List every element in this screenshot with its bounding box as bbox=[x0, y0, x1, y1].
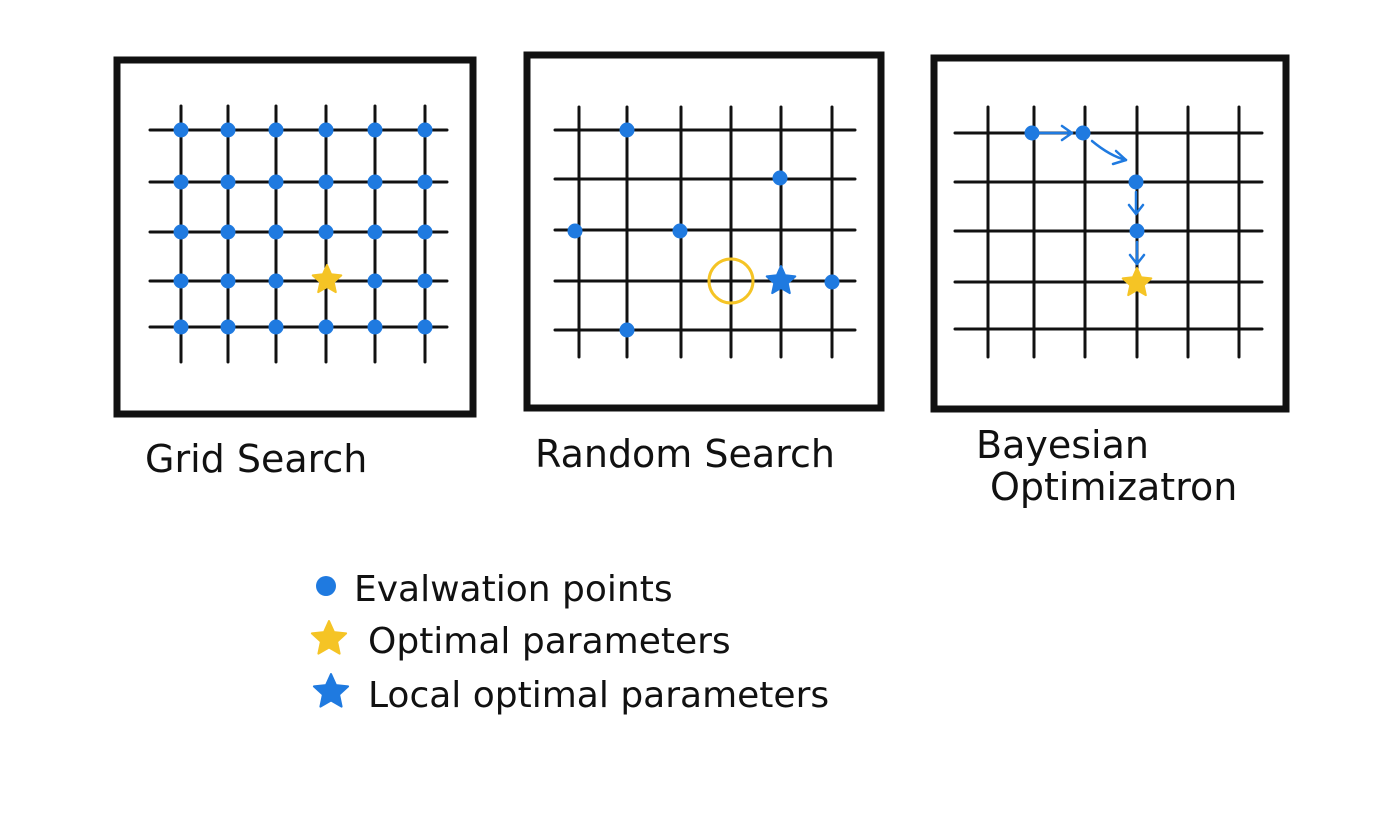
optimal-parameters-star bbox=[311, 264, 343, 294]
evaluation-point bbox=[1128, 174, 1144, 190]
evaluation-point bbox=[173, 174, 189, 190]
evaluation-point bbox=[220, 319, 236, 335]
bayesian-optimization-frame bbox=[930, 54, 1290, 413]
evaluation-point bbox=[772, 170, 788, 186]
evaluation-point bbox=[367, 273, 383, 289]
random-search-frame bbox=[523, 51, 885, 412]
evaluation-point bbox=[619, 322, 635, 338]
evaluation-point bbox=[417, 273, 433, 289]
evaluation-point bbox=[173, 273, 189, 289]
bayesian-optimization-panel bbox=[930, 54, 1290, 413]
evaluation-point bbox=[1129, 223, 1145, 239]
path-arrow-shaft bbox=[1090, 139, 1128, 162]
grid-search-frame bbox=[113, 56, 477, 418]
evaluation-point bbox=[367, 174, 383, 190]
path-arrow-head bbox=[1060, 124, 1074, 142]
legend-local-optimal-star bbox=[312, 673, 350, 708]
evaluation-point bbox=[220, 122, 236, 138]
evaluation-point bbox=[268, 122, 284, 138]
evaluation-point bbox=[318, 174, 334, 190]
evaluation-point bbox=[417, 319, 433, 335]
evaluation-point bbox=[268, 224, 284, 240]
evaluation-point bbox=[567, 223, 583, 239]
evaluation-point bbox=[173, 122, 189, 138]
evaluation-point bbox=[268, 174, 284, 190]
legend-label: Optimal parameters bbox=[368, 621, 731, 662]
path-arrow-head bbox=[1111, 149, 1128, 166]
evaluation-point bbox=[619, 122, 635, 138]
evaluation-point bbox=[173, 319, 189, 335]
evaluation-point bbox=[318, 319, 334, 335]
bayesian-optimization-title-line-1: Bayesian bbox=[976, 423, 1149, 467]
legend-label: Local optimal parameters bbox=[368, 675, 829, 716]
optimal-region-circle bbox=[707, 257, 755, 305]
evaluation-point bbox=[220, 273, 236, 289]
legend-label: Evalwation points bbox=[354, 569, 673, 610]
path-arrow-head bbox=[1128, 253, 1146, 266]
evaluation-point bbox=[1024, 125, 1040, 141]
evaluation-point bbox=[1075, 125, 1091, 141]
evaluation-point bbox=[417, 174, 433, 190]
evaluation-point bbox=[417, 122, 433, 138]
local-optimal-parameters-star bbox=[765, 265, 797, 295]
random-search-panel bbox=[523, 51, 885, 412]
evaluation-point bbox=[173, 224, 189, 240]
evaluation-point bbox=[367, 224, 383, 240]
grid-search-title: Grid Search bbox=[145, 437, 367, 481]
optimization-path-arrows bbox=[1038, 124, 1146, 266]
evaluation-point bbox=[268, 319, 284, 335]
legend: Evalwation points Optimal parameters Local… bbox=[310, 569, 829, 716]
evaluation-point bbox=[318, 224, 334, 240]
legend-optimal-star bbox=[310, 620, 348, 655]
evaluation-point bbox=[367, 122, 383, 138]
evaluation-point bbox=[268, 273, 284, 289]
evaluation-point bbox=[318, 122, 334, 138]
bayesian-optimization-title-line-2: Optimizatron bbox=[990, 465, 1237, 509]
evaluation-point bbox=[220, 174, 236, 190]
evaluation-point bbox=[672, 223, 688, 239]
evaluation-point bbox=[824, 274, 840, 290]
evaluation-point bbox=[367, 319, 383, 335]
evaluation-point bbox=[417, 224, 433, 240]
path-arrow-head bbox=[1127, 203, 1145, 216]
random-search-title: Random Search bbox=[535, 432, 835, 476]
optimal-parameters-star bbox=[1121, 267, 1153, 297]
evaluation-point bbox=[220, 224, 236, 240]
legend-evaluation-dot bbox=[316, 576, 336, 596]
grid-search-panel bbox=[113, 56, 477, 418]
